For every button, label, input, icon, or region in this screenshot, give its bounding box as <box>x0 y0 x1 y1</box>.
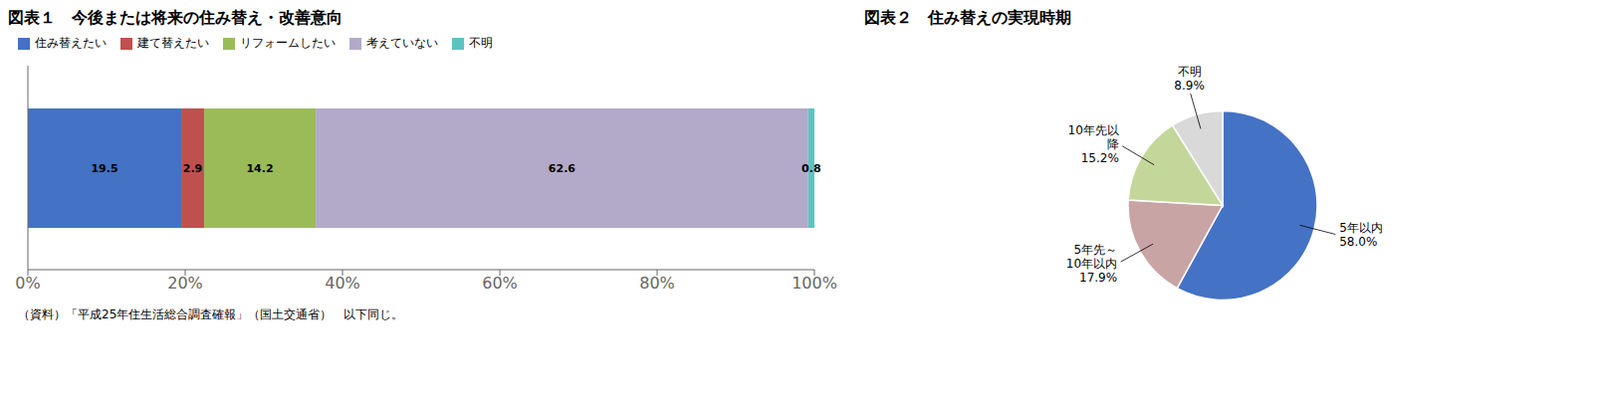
svg-text:2.9: 2.9 <box>183 162 204 176</box>
svg-text:62.6: 62.6 <box>548 162 576 176</box>
svg-text:5年以内58.0%: 5年以内58.0% <box>1339 221 1383 249</box>
html-text:不明: 不明 <box>468 35 493 50</box>
svg-text:0%: 0% <box>14 273 40 293</box>
svg-text:14.2: 14.2 <box>245 162 273 176</box>
svg-text:100%: 100% <box>791 273 838 293</box>
svg-text:不明8.9%: 不明8.9% <box>1173 64 1205 93</box>
html-text:住み替えたい: 住み替えたい <box>34 35 107 50</box>
svg-text:40%: 40% <box>324 273 361 293</box>
html-text:リフォームしたい: リフォームしたい <box>239 35 336 50</box>
html-text:考えていない: 考えていない <box>366 35 439 50</box>
svg-text:0.8: 0.8 <box>801 162 822 176</box>
html-text:（資料）「平成25年住生活総合調査確報」（国土交通省） 以下: （資料）「平成25年住生活総合調査確報」（国土交通省） 以下同じ。 <box>17 307 404 322</box>
html-text:建て替えたい: 建て替えたい <box>137 35 210 50</box>
svg-text:19.5: 19.5 <box>90 162 118 176</box>
svg-text:60%: 60% <box>481 273 518 293</box>
svg-text:80%: 80% <box>639 273 676 293</box>
svg-text:20%: 20% <box>167 273 204 293</box>
svg-text:5年先～10年以内17.9%: 5年先～10年以内17.9% <box>1066 242 1118 285</box>
html-text:図表２ 住み替えの実現時期: 図表２ 住み替えの実現時期 <box>864 7 1072 27</box>
svg-text:10年先以降15.2%: 10年先以降15.2% <box>1068 123 1120 166</box>
html-text:図表１ 今後または将来の住み替え・改善意向: 図表１ 今後または将来の住み替え・改善意向 <box>7 7 343 27</box>
